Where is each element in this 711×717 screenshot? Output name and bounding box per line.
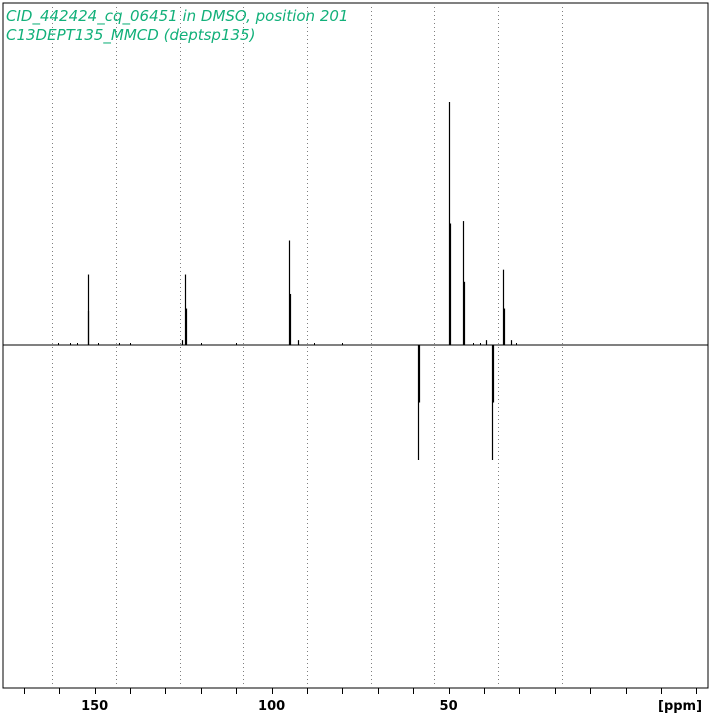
spectrum-subtitle: C13DEPT135_MMCD (deptsp135) xyxy=(6,26,255,45)
x-tick-label: 150 xyxy=(81,699,108,714)
x-axis-ticks: 150 100 50 xyxy=(24,688,697,714)
spectrum-trace xyxy=(58,102,517,460)
spectrum-title: CID_442424_cq_06451 in DMSO, position 20… xyxy=(6,7,348,26)
x-tick-label: 100 xyxy=(258,699,285,714)
x-axis-unit-label: [ppm] xyxy=(658,699,702,714)
x-tick-label: 50 xyxy=(440,699,458,714)
